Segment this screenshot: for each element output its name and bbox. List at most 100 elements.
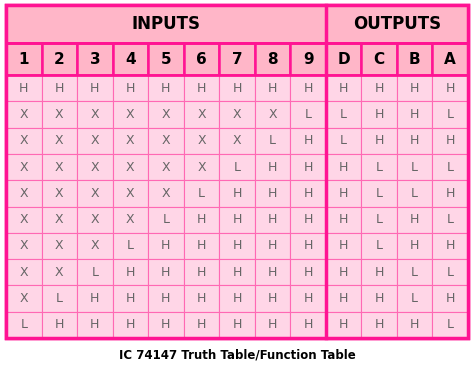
Text: H: H: [339, 187, 348, 200]
Text: L: L: [163, 213, 169, 226]
Text: H: H: [446, 239, 455, 252]
Text: H: H: [197, 318, 206, 331]
Text: H: H: [303, 292, 313, 305]
Text: X: X: [55, 213, 64, 226]
Text: D: D: [337, 52, 350, 66]
Text: H: H: [268, 266, 277, 279]
Text: X: X: [19, 239, 28, 252]
Text: H: H: [126, 266, 135, 279]
Text: X: X: [55, 239, 64, 252]
Text: H: H: [303, 187, 313, 200]
Text: H: H: [303, 318, 313, 331]
Text: IC 74147 Truth Table/Function Table: IC 74147 Truth Table/Function Table: [118, 348, 356, 361]
Text: H: H: [446, 292, 455, 305]
Text: 4: 4: [125, 52, 136, 66]
Text: H: H: [197, 239, 206, 252]
Text: H: H: [446, 187, 455, 200]
Text: X: X: [197, 134, 206, 147]
Text: L: L: [56, 292, 63, 305]
Text: H: H: [197, 82, 206, 95]
Text: INPUTS: INPUTS: [131, 15, 201, 33]
Text: X: X: [19, 266, 28, 279]
Text: H: H: [232, 266, 242, 279]
Text: L: L: [376, 239, 383, 252]
Text: H: H: [339, 266, 348, 279]
Text: H: H: [161, 292, 171, 305]
Text: H: H: [268, 292, 277, 305]
Text: H: H: [232, 318, 242, 331]
Text: H: H: [232, 187, 242, 200]
Text: X: X: [55, 108, 64, 121]
Text: H: H: [339, 161, 348, 174]
Text: H: H: [126, 82, 135, 95]
Text: H: H: [161, 266, 171, 279]
Text: L: L: [411, 187, 418, 200]
Text: H: H: [90, 292, 100, 305]
Text: H: H: [268, 213, 277, 226]
Text: X: X: [197, 161, 206, 174]
Text: H: H: [339, 292, 348, 305]
Text: L: L: [127, 239, 134, 252]
Text: 2: 2: [54, 52, 64, 66]
Text: 1: 1: [18, 52, 29, 66]
Text: H: H: [197, 292, 206, 305]
Text: H: H: [161, 318, 171, 331]
Text: H: H: [374, 108, 384, 121]
Text: L: L: [447, 266, 454, 279]
Text: X: X: [55, 266, 64, 279]
Text: X: X: [126, 187, 135, 200]
Text: H: H: [410, 108, 419, 121]
Text: L: L: [447, 318, 454, 331]
Text: H: H: [374, 82, 384, 95]
Text: L: L: [340, 134, 347, 147]
Text: H: H: [232, 292, 242, 305]
Text: H: H: [303, 239, 313, 252]
Text: X: X: [19, 108, 28, 121]
Text: L: L: [305, 108, 311, 121]
Text: H: H: [446, 134, 455, 147]
Text: X: X: [91, 161, 99, 174]
Text: H: H: [90, 82, 100, 95]
Text: X: X: [91, 134, 99, 147]
Text: L: L: [340, 108, 347, 121]
Text: L: L: [376, 213, 383, 226]
Text: H: H: [303, 161, 313, 174]
Text: H: H: [268, 161, 277, 174]
Text: H: H: [410, 318, 419, 331]
Text: H: H: [303, 213, 313, 226]
Text: X: X: [268, 108, 277, 121]
Text: X: X: [91, 213, 99, 226]
Text: C: C: [374, 52, 385, 66]
Text: X: X: [126, 213, 135, 226]
Text: H: H: [126, 318, 135, 331]
Text: H: H: [446, 82, 455, 95]
Text: 9: 9: [303, 52, 313, 66]
Text: X: X: [55, 161, 64, 174]
Text: 6: 6: [196, 52, 207, 66]
Text: H: H: [90, 318, 100, 331]
Text: X: X: [19, 213, 28, 226]
Text: L: L: [91, 266, 98, 279]
Text: H: H: [410, 134, 419, 147]
Text: L: L: [269, 134, 276, 147]
Text: H: H: [374, 134, 384, 147]
Text: B: B: [409, 52, 420, 66]
Text: H: H: [303, 134, 313, 147]
Text: X: X: [19, 134, 28, 147]
Text: H: H: [339, 213, 348, 226]
Text: X: X: [197, 108, 206, 121]
Text: H: H: [19, 82, 28, 95]
Text: X: X: [162, 161, 170, 174]
Text: H: H: [232, 213, 242, 226]
Text: L: L: [447, 108, 454, 121]
Text: X: X: [55, 134, 64, 147]
Text: H: H: [55, 82, 64, 95]
Text: H: H: [161, 82, 171, 95]
Text: L: L: [20, 318, 27, 331]
Text: L: L: [447, 161, 454, 174]
Text: L: L: [198, 187, 205, 200]
Text: X: X: [19, 161, 28, 174]
Text: X: X: [91, 239, 99, 252]
Text: 3: 3: [90, 52, 100, 66]
Text: 7: 7: [232, 52, 242, 66]
